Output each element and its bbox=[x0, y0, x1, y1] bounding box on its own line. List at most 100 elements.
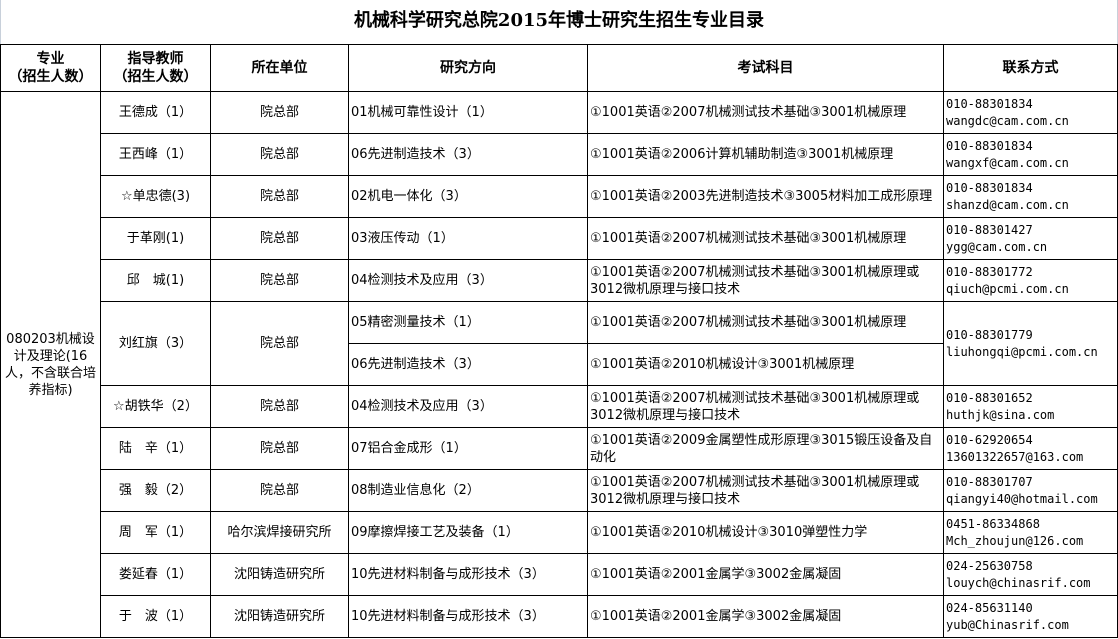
contact-phone: 024-85631140 bbox=[946, 600, 1033, 615]
advisor-cell: 陆 辛（1） bbox=[100, 427, 211, 470]
contact-email[interactable]: louych@chinasrif.com bbox=[946, 575, 1091, 590]
contact-phone: 010-88301652 bbox=[946, 390, 1033, 405]
direction-cell: 06先进制造技术（3） bbox=[348, 343, 588, 386]
unit-cell: 院总部 bbox=[210, 91, 349, 134]
table-row: 王西峰（1） 院总部 06先进制造技术（3） ①1001英语②2006计算机辅助制造③… bbox=[1, 133, 1118, 176]
contact-email[interactable]: qiangyi40@hotmail.com bbox=[946, 491, 1098, 506]
header-major: 专业 （招生人数） bbox=[0, 44, 101, 92]
advisor-cell: 刘红旗（3） bbox=[100, 301, 211, 386]
contact-email[interactable]: huthjk@sina.com bbox=[946, 407, 1055, 422]
contact-phone: 0451-86334868 bbox=[946, 516, 1040, 531]
major-cell: 080203机械设计及理论(16人，不含联合培养指标) bbox=[0, 91, 101, 638]
direction-cell: 09摩擦焊接工艺及装备（1） bbox=[348, 511, 588, 554]
direction-cell: 07铝合金成形（1） bbox=[348, 427, 588, 470]
table-row: 邱 城(1) 院总部 04检测技术及应用（3） ①1001英语②2007机械测试技术基… bbox=[1, 259, 1118, 302]
advisor-cell: 周 军（1） bbox=[100, 511, 211, 554]
exam-cell: ①1001英语②2007机械测试技术基础③3001机械原理或3012微机原理与接… bbox=[587, 469, 944, 512]
header-unit: 所在单位 bbox=[210, 44, 349, 92]
advisor-cell: 于 波（1） bbox=[100, 595, 211, 638]
advisor-cell: 于革刚(1) bbox=[100, 217, 211, 260]
header-contact: 联系方式 bbox=[943, 44, 1118, 92]
exam-cell: ①1001英语②2007机械测试技术基础③3001机械原理或3012微机原理与接… bbox=[587, 259, 944, 302]
contact-email[interactable]: shanzd@cam.com.cn bbox=[946, 197, 1069, 212]
contact-phone: 010-88301834 bbox=[946, 96, 1033, 111]
direction-cell: 06先进制造技术（3） bbox=[348, 133, 588, 176]
advisor-cell: 王西峰（1） bbox=[100, 133, 211, 176]
unit-cell: 沈阳铸造研究所 bbox=[210, 553, 349, 596]
advisor-cell: ☆胡铁华（2） bbox=[100, 385, 211, 428]
advisor-cell: ☆单忠德(3) bbox=[100, 175, 211, 218]
contact-phone: 010-88301834 bbox=[946, 138, 1033, 153]
direction-cell: 03液压传动（1） bbox=[348, 217, 588, 260]
contact-email[interactable]: liuhongqi@pcmi.com.cn bbox=[946, 344, 1098, 359]
table-row: ☆单忠德(3) 院总部 02机电一体化（3） ①1001英语②2003先进制造技术③3… bbox=[1, 175, 1118, 218]
direction-cell: 04检测技术及应用（3） bbox=[348, 385, 588, 428]
unit-cell: 院总部 bbox=[210, 259, 349, 302]
contact-cell: 010-88301772 qiuch@pcmi.com.cn bbox=[943, 259, 1118, 302]
exam-cell: ①1001英语②2007机械测试技术基础③3001机械原理 bbox=[587, 91, 944, 134]
direction-cell: 04检测技术及应用（3） bbox=[348, 259, 588, 302]
contact-email[interactable]: wangxf@cam.com.cn bbox=[946, 155, 1069, 170]
contact-cell: 010-88301834 wangdc@cam.com.cn bbox=[943, 91, 1118, 134]
header-exam: 考试科目 bbox=[587, 44, 944, 92]
contact-cell: 0451-86334868 Mch_zhoujun@126.com bbox=[943, 511, 1118, 554]
direction-cell: 02机电一体化（3） bbox=[348, 175, 588, 218]
advisor-cell: 强 毅（2） bbox=[100, 469, 211, 512]
contact-email[interactable]: ygg@cam.com.cn bbox=[946, 239, 1048, 254]
table-row: 强 毅（2） 院总部 08制造业信息化（2） ①1001英语②2007机械测试技术基础… bbox=[1, 469, 1118, 512]
header-row: 专业 （招生人数） 指导教师 （招生人数） 所在单位 研究方向 考试科目 联系方式 bbox=[0, 44, 1118, 92]
table-row: 周 军（1） 哈尔滨焊接研究所 09摩擦焊接工艺及装备（1） ①1001英语②2010… bbox=[1, 511, 1118, 554]
exam-cell: ①1001英语②2007机械测试技术基础③3001机械原理或3012微机原理与接… bbox=[587, 385, 944, 428]
table-row: 娄延春（1） 沈阳铸造研究所 10先进材料制备与成形技术（3） ①1001英语②200… bbox=[1, 553, 1118, 596]
unit-cell: 沈阳铸造研究所 bbox=[210, 595, 349, 638]
page-title: 机械科学研究总院2015年博士研究生招生专业目录 bbox=[0, 0, 1118, 44]
unit-cell: 院总部 bbox=[210, 133, 349, 176]
contact-email[interactable]: qiuch@pcmi.com.cn bbox=[946, 281, 1069, 296]
exam-cell: ①1001英语②2007机械测试技术基础③3001机械原理 bbox=[587, 217, 944, 260]
contact-cell: 010-88301779 liuhongqi@pcmi.com.cn bbox=[943, 301, 1118, 386]
unit-cell: 院总部 bbox=[210, 469, 349, 512]
direction-cell: 05精密测量技术（1） bbox=[348, 301, 588, 344]
table-row: ☆胡铁华（2） 院总部 04检测技术及应用（3） ①1001英语②2007机械测试技术… bbox=[1, 385, 1118, 428]
contact-phone: 010-88301707 bbox=[946, 474, 1033, 489]
unit-cell: 哈尔滨焊接研究所 bbox=[210, 511, 349, 554]
unit-cell: 院总部 bbox=[210, 385, 349, 428]
unit-cell: 院总部 bbox=[210, 217, 349, 260]
exam-cell: ①1001英语②2009金属塑性成形原理③3015锻压设备及自动化 bbox=[587, 427, 944, 470]
exam-cell: ①1001英语②2010机械设计③3001机械原理 bbox=[587, 343, 944, 386]
table-row: 06先进制造技术（3） ①1001英语②2010机械设计③3001机械原理 bbox=[1, 343, 1118, 386]
contact-cell: 010-88301427 ygg@cam.com.cn bbox=[943, 217, 1118, 260]
table-row: 陆 辛（1） 院总部 07铝合金成形（1） ①1001英语②2009金属塑性成形原理③… bbox=[1, 427, 1118, 470]
contact-email[interactable]: wangdc@cam.com.cn bbox=[946, 113, 1069, 128]
contact-phone: 010-62920654 bbox=[946, 432, 1033, 447]
contact-cell: 024-25630758 louych@chinasrif.com bbox=[943, 553, 1118, 596]
advisor-cell: 娄延春（1） bbox=[100, 553, 211, 596]
contact-cell: 010-62920654 13601322657@163.com bbox=[943, 427, 1118, 470]
contact-cell: 010-88301652 huthjk@sina.com bbox=[943, 385, 1118, 428]
exam-cell: ①1001英语②2001金属学③3002金属凝固 bbox=[587, 553, 944, 596]
header-advisor: 指导教师 （招生人数） bbox=[100, 44, 211, 92]
direction-cell: 01机械可靠性设计（1） bbox=[348, 91, 588, 134]
exam-cell: ①1001英语②2006计算机辅助制造③3001机械原理 bbox=[587, 133, 944, 176]
contact-email[interactable]: Mch_zhoujun@126.com bbox=[946, 533, 1084, 548]
program-table: 专业 （招生人数） 指导教师 （招生人数） 所在单位 研究方向 考试科目 联系方式 … bbox=[0, 44, 1118, 638]
advisor-cell: 王德成（1） bbox=[100, 91, 211, 134]
exam-cell: ①1001英语②2010机械设计③3010弹塑性力学 bbox=[587, 511, 944, 554]
contact-cell: 010-88301834 wangxf@cam.com.cn bbox=[943, 133, 1118, 176]
contact-phone: 010-88301772 bbox=[946, 264, 1033, 279]
table-row: 刘红旗（3） 院总部 05精密测量技术（1） ①1001英语②2007机械测试技术基础… bbox=[1, 301, 1118, 386]
contact-phone: 010-88301834 bbox=[946, 180, 1033, 195]
contact-email[interactable]: 13601322657@163.com bbox=[946, 449, 1084, 464]
table-row: 于革刚(1) 院总部 03液压传动（1） ①1001英语②2007机械测试技术基础③3… bbox=[1, 217, 1118, 260]
direction-cell: 10先进材料制备与成形技术（3） bbox=[348, 595, 588, 638]
unit-cell: 院总部 bbox=[210, 301, 349, 386]
direction-cell: 08制造业信息化（2） bbox=[348, 469, 588, 512]
unit-cell: 院总部 bbox=[210, 175, 349, 218]
exam-cell: ①1001英语②2003先进制造技术③3005材料加工成形原理 bbox=[587, 175, 944, 218]
exam-cell: ①1001英语②2001金属学③3002金属凝固 bbox=[587, 595, 944, 638]
header-direction: 研究方向 bbox=[348, 44, 588, 92]
direction-cell: 10先进材料制备与成形技术（3） bbox=[348, 553, 588, 596]
exam-cell: ①1001英语②2007机械测试技术基础③3001机械原理 bbox=[587, 301, 944, 344]
unit-cell: 院总部 bbox=[210, 427, 349, 470]
contact-email[interactable]: yub@Chinasrif.com bbox=[946, 617, 1069, 632]
